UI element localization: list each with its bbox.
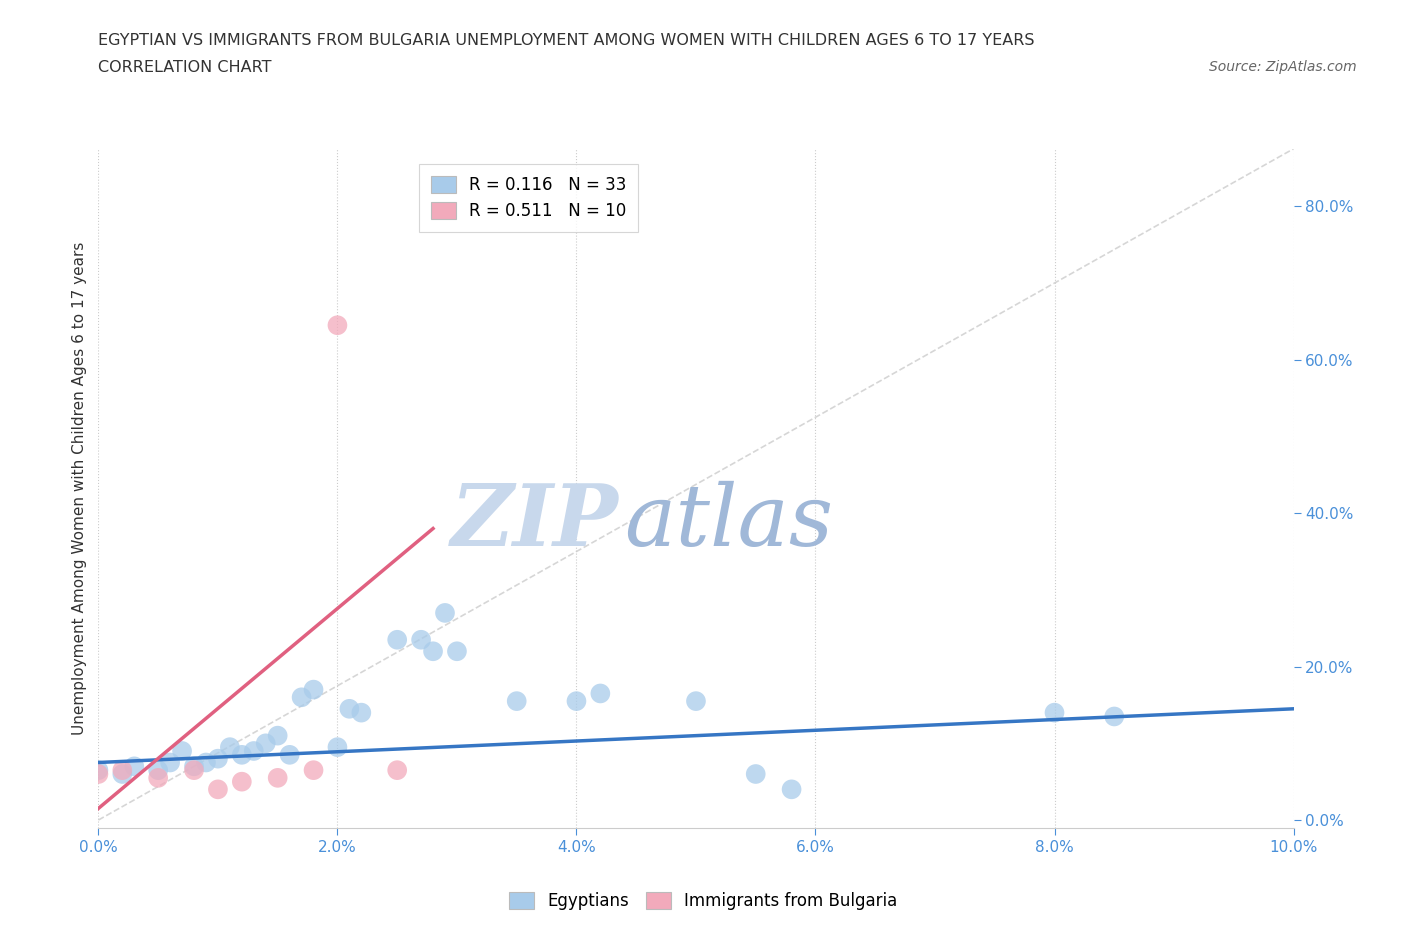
- Point: [302, 683, 325, 698]
- Point: [207, 782, 229, 797]
- Point: [172, 744, 194, 759]
- Point: [385, 763, 409, 777]
- Point: [1104, 709, 1126, 724]
- Point: [254, 736, 277, 751]
- Point: [278, 748, 301, 763]
- Text: EGYPTIAN VS IMMIGRANTS FROM BULGARIA UNEMPLOYMENT AMONG WOMEN WITH CHILDREN AGES: EGYPTIAN VS IMMIGRANTS FROM BULGARIA UNE…: [98, 33, 1035, 47]
- Point: [302, 763, 325, 777]
- Point: [207, 751, 229, 766]
- Point: [685, 694, 707, 709]
- Text: CORRELATION CHART: CORRELATION CHART: [98, 60, 271, 75]
- Point: [267, 770, 290, 785]
- Point: [243, 744, 266, 759]
- Point: [183, 759, 205, 774]
- Point: [326, 739, 349, 754]
- Text: atlas: atlas: [624, 481, 834, 564]
- Point: [385, 632, 409, 647]
- Point: [183, 763, 205, 777]
- Point: [565, 694, 588, 709]
- Point: [124, 759, 146, 774]
- Point: [111, 766, 134, 781]
- Point: [326, 318, 349, 333]
- Point: [1043, 705, 1066, 720]
- Point: [159, 755, 181, 770]
- Y-axis label: Unemployment Among Women with Children Ages 6 to 17 years: Unemployment Among Women with Children A…: [72, 242, 87, 735]
- Text: Source: ZipAtlas.com: Source: ZipAtlas.com: [1209, 60, 1357, 74]
- Point: [422, 644, 444, 658]
- Point: [506, 694, 529, 709]
- Point: [745, 766, 768, 781]
- Point: [780, 782, 803, 797]
- Point: [231, 775, 253, 790]
- Point: [411, 632, 433, 647]
- Point: [589, 686, 612, 701]
- Point: [87, 763, 110, 777]
- Point: [87, 766, 110, 781]
- Point: [111, 763, 134, 777]
- Text: ZIP: ZIP: [450, 481, 619, 564]
- Point: [219, 739, 242, 754]
- Point: [291, 690, 314, 705]
- Point: [434, 605, 457, 620]
- Point: [231, 748, 253, 763]
- Point: [195, 755, 218, 770]
- Legend: Egyptians, Immigrants from Bulgaria: Egyptians, Immigrants from Bulgaria: [502, 885, 904, 917]
- Point: [148, 763, 170, 777]
- Point: [148, 770, 170, 785]
- Legend: R = 0.116   N = 33, R = 0.511   N = 10: R = 0.116 N = 33, R = 0.511 N = 10: [419, 164, 638, 232]
- Point: [339, 701, 360, 716]
- Point: [350, 705, 373, 720]
- Point: [267, 728, 290, 743]
- Point: [446, 644, 468, 658]
